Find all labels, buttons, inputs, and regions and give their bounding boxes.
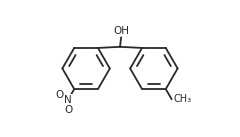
- Text: N: N: [64, 95, 72, 105]
- Text: CH₃: CH₃: [174, 94, 192, 104]
- Text: OH: OH: [113, 26, 129, 36]
- Text: O: O: [64, 105, 72, 115]
- Text: O: O: [56, 90, 64, 100]
